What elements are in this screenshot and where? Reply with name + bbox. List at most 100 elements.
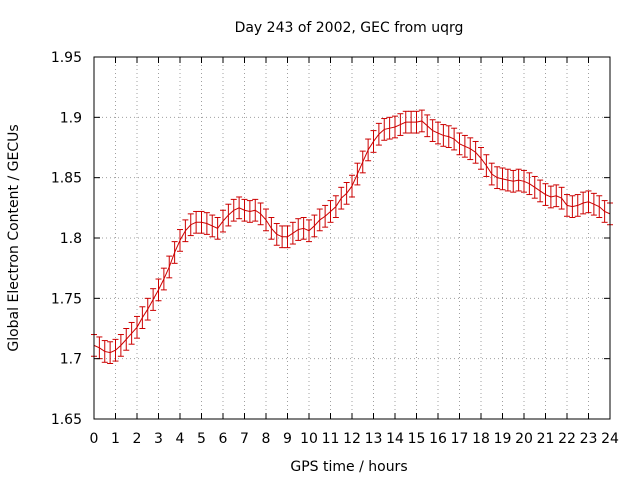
data-point <box>451 127 458 151</box>
x-tick-label: 3 <box>154 431 163 447</box>
x-tick-label: 1 <box>111 431 120 447</box>
data-point <box>155 278 162 302</box>
x-tick-label: 17 <box>451 431 469 447</box>
data-point <box>488 162 495 186</box>
x-tick-label: 15 <box>408 431 426 447</box>
data-point <box>306 219 312 243</box>
x-tick-label: 23 <box>580 431 598 447</box>
data-point <box>284 225 291 249</box>
data-point <box>574 194 581 217</box>
data-point <box>558 186 565 210</box>
data-point <box>327 200 334 223</box>
data-point <box>209 214 216 238</box>
data-point <box>295 218 302 241</box>
data-point <box>580 191 587 215</box>
data-point <box>553 184 560 208</box>
data-point <box>139 306 146 329</box>
x-tick-label: 12 <box>343 431 361 447</box>
data-point <box>338 186 345 210</box>
y-tick-labels: 1.65 1.7 1.75 1.8 1.85 1.9 1.95 <box>51 50 82 428</box>
data-point <box>203 212 210 235</box>
data-point <box>402 110 409 134</box>
data-point <box>467 137 474 161</box>
data-point <box>375 122 382 146</box>
data-point <box>569 195 576 218</box>
data-point <box>542 183 549 206</box>
data-point <box>128 321 135 345</box>
data-point <box>494 166 501 190</box>
data-point <box>311 214 318 238</box>
data-point <box>456 132 463 156</box>
x-tick-labels: 0 1 2 3 4 5 6 7 8 9 10 11 12 13 14 15 16 17 18 19 20 21 22 23 24 <box>90 431 619 447</box>
x-tick-label: 20 <box>515 431 533 447</box>
data-point <box>359 150 366 174</box>
data-point <box>123 328 130 351</box>
data-point <box>418 109 425 133</box>
data-point <box>263 208 269 232</box>
data-point <box>392 115 398 139</box>
data-point <box>289 221 296 245</box>
data-point <box>160 267 167 291</box>
data-point <box>300 216 307 240</box>
data-point <box>220 209 226 233</box>
data-point <box>107 341 114 364</box>
y-tick-label: 1.75 <box>51 291 82 307</box>
data-point <box>241 198 248 222</box>
data-point <box>198 210 205 234</box>
x-tick-label: 2 <box>133 431 142 447</box>
data-point <box>515 168 522 192</box>
x-tick-label: 6 <box>219 431 228 447</box>
data-point <box>461 134 468 158</box>
x-tick-label: 13 <box>365 431 383 447</box>
data-point <box>182 219 189 243</box>
data-point <box>171 241 178 264</box>
data-point <box>252 198 259 222</box>
data-point <box>230 198 237 222</box>
data-point <box>386 116 393 140</box>
data-point <box>236 196 243 220</box>
data-point <box>354 162 361 186</box>
data-point <box>526 172 533 196</box>
data-point <box>166 255 173 279</box>
x-tick-label: 11 <box>322 431 340 447</box>
data-point <box>590 192 597 216</box>
x-tick-label: 9 <box>283 431 292 447</box>
x-tick-label: 22 <box>558 431 576 447</box>
data-point <box>144 297 151 321</box>
data-point <box>440 124 447 147</box>
y-axis-label: Global Electron Content / GECUs <box>6 124 22 351</box>
data-point <box>365 138 372 162</box>
data-point <box>424 114 431 138</box>
data-point <box>429 119 436 142</box>
data-point <box>413 110 420 134</box>
y-tick-label: 1.95 <box>51 50 82 66</box>
x-tick-label: 5 <box>197 431 206 447</box>
data-point <box>547 185 554 209</box>
data-point <box>225 203 232 227</box>
data-point <box>96 336 103 360</box>
data-point <box>273 223 280 246</box>
data-point <box>349 174 355 198</box>
data-series <box>91 109 613 364</box>
data-point <box>531 175 538 199</box>
data-point <box>564 194 570 217</box>
data-point <box>472 140 479 164</box>
x-axis-label: GPS time / hours <box>290 459 407 475</box>
data-point <box>510 169 517 193</box>
x-tick-label: 18 <box>472 431 490 447</box>
data-point <box>585 190 592 214</box>
x-tick-label: 19 <box>494 431 512 447</box>
data-point <box>279 225 286 249</box>
data-point <box>601 200 608 223</box>
data-point <box>187 213 194 237</box>
data-point <box>397 113 404 136</box>
x-tick-label: 8 <box>262 431 271 447</box>
data-point <box>134 315 140 339</box>
x-tick-label: 10 <box>300 431 318 447</box>
grid-lines <box>94 57 610 419</box>
y-tick-label: 1.9 <box>60 110 82 126</box>
y-tick-label: 1.85 <box>51 171 82 187</box>
data-point <box>112 338 119 362</box>
data-point <box>381 118 388 141</box>
data-point <box>435 121 441 145</box>
